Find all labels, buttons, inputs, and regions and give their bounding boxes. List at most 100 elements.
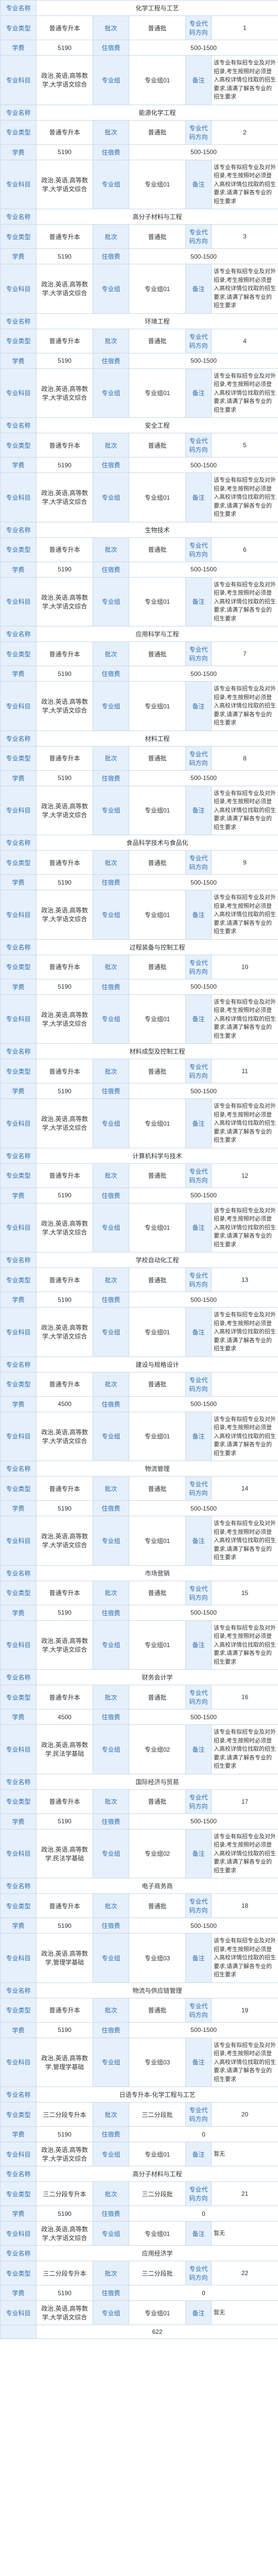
val-subj: 政治,英语,高等数学,大学语文综合 — [37, 56, 93, 105]
lbl-code: 专业代码方向 — [186, 120, 212, 144]
val-batch: 普通批 — [129, 1268, 186, 1292]
lbl-subj: 专业科目 — [1, 786, 37, 835]
lbl-feelabel: 住宿费 — [93, 1814, 129, 1829]
val-major-name: 过程装备与控制工程 — [37, 939, 278, 955]
lbl-fee: 学费 — [1, 40, 37, 56]
lbl-group: 专业组 — [93, 1829, 129, 1878]
lbl-feelabel: 住宿费 — [93, 2127, 129, 2142]
val-major-name: 物流管理 — [37, 1461, 278, 1477]
lbl-major-name: 专业名称 — [1, 1044, 37, 1059]
val-code: 11 — [212, 1059, 278, 1083]
lbl-group: 专业组 — [93, 2038, 129, 2087]
lbl-group: 专业组 — [93, 1516, 129, 1566]
val-group: 专业组01 — [129, 2222, 186, 2246]
lbl-fee: 学费 — [1, 1709, 37, 1725]
lbl-fee: 学费 — [1, 457, 37, 473]
val-major-type: 普通专升本 — [37, 642, 93, 666]
lbl-subj: 专业科目 — [1, 2038, 37, 2087]
val-fee: 5190 — [37, 1814, 93, 1829]
lbl-major-name: 专业名称 — [1, 1357, 37, 1372]
lbl-code: 专业代码方向 — [186, 329, 212, 353]
val-major-name: 财务会计学 — [37, 1670, 278, 1685]
val-batch: 普通批 — [129, 746, 186, 770]
val-major-name: 应用科学与工程 — [37, 626, 278, 642]
val-group: 专业组01 — [129, 1308, 186, 1357]
lbl-subj: 专业科目 — [1, 2222, 37, 2246]
val-code: 3 — [212, 225, 278, 249]
val-group: 专业组01 — [129, 2301, 186, 2325]
val-total: 622 — [37, 2325, 278, 2339]
val-batch: 普通批 — [129, 433, 186, 457]
lbl-major-name: 专业名称 — [1, 1878, 37, 1894]
lbl-code: 专业代码方向 — [186, 537, 212, 562]
lbl-feelabel: 住宿费 — [93, 2285, 129, 2301]
val-fee: 5190 — [37, 1605, 93, 1620]
lbl-remark: 备注 — [186, 890, 212, 940]
lbl-major-type: 专业类型 — [1, 642, 37, 666]
lbl-remark: 备注 — [186, 1308, 212, 1357]
lbl-feelabel: 住宿费 — [93, 40, 129, 56]
val-major-type: 普通专升本 — [37, 851, 93, 875]
val-subj: 政治,英语,高等数学,大学语文综合 — [37, 786, 93, 835]
val-subj: 政治,英语,高等数学,大学语文综合 — [37, 1099, 93, 1148]
lbl-remark: 备注 — [186, 1829, 212, 1878]
lbl-remark: 备注 — [186, 1725, 212, 1774]
lbl-fee: 学费 — [1, 562, 37, 577]
val-group: 专业组03 — [129, 1934, 186, 1983]
val-batch: 普通批 — [129, 1789, 186, 1814]
lbl-subj: 专业科目 — [1, 1725, 37, 1774]
lbl-major-type: 专业类型 — [1, 955, 37, 979]
val-code: 4 — [212, 329, 278, 353]
val-major-name: 材料工程 — [37, 731, 278, 746]
val-batch: 普通批 — [129, 120, 186, 144]
val-code: 12 — [212, 1163, 278, 1188]
lbl-major-name: 专业名称 — [1, 1148, 37, 1163]
lbl-fee: 学费 — [1, 1083, 37, 1099]
lbl-major-name: 专业名称 — [1, 418, 37, 433]
lbl-group: 专业组 — [93, 1725, 129, 1774]
lbl-major-type: 专业类型 — [1, 1477, 37, 1501]
lbl-subj: 专业科目 — [1, 264, 37, 314]
lbl-feelabel: 住宿费 — [93, 1083, 129, 1099]
val-group: 专业组01 — [129, 994, 186, 1044]
lbl-code: 专业代码方向 — [186, 433, 212, 457]
val-subj: 政治,英语,高等数学,大学语文综合 — [37, 473, 93, 522]
lbl-group: 专业组 — [93, 1934, 129, 1983]
val-major-name: 应用经济学 — [37, 2246, 278, 2261]
lbl-code: 专业代码方向 — [186, 1998, 212, 2022]
lbl-feelabel: 住宿费 — [93, 1188, 129, 1203]
val-code: 5 — [212, 433, 278, 457]
lbl-remark: 备注 — [186, 2038, 212, 2087]
val-major-type: 普通专升本 — [37, 1685, 93, 1709]
val-major-type: 普通专升本 — [37, 1372, 93, 1396]
lbl-major-name: 专业名称 — [1, 939, 37, 955]
lbl-batch: 批次 — [93, 1789, 129, 1814]
val-remark: 该专业有拟招专业及对外招录,考生按照时必须登入高校详情位找取的招生要求,请满了解… — [212, 1620, 278, 1670]
lbl-remark: 备注 — [186, 56, 212, 105]
lbl-fee: 学费 — [1, 1188, 37, 1203]
lbl-subj: 专业科目 — [1, 473, 37, 522]
val-remark: 该专业有拟招专业及对外招录,考生按照时必须登入高校详情位找取的招生要求,请满了解… — [212, 682, 278, 731]
lbl-batch: 批次 — [93, 851, 129, 875]
val-major-type: 普通专升本 — [37, 955, 93, 979]
val-code: 8 — [212, 746, 278, 770]
val-feerange: 500-1500 — [129, 666, 278, 682]
lbl-batch: 批次 — [93, 1998, 129, 2022]
val-remark: 该专业有拟招专业及对外招录,考生按照时必须登入高校详情位找取的招生要求,请满了解… — [212, 160, 278, 209]
val-subj: 政治,英语,高等数学,大学语文综合 — [37, 1516, 93, 1566]
val-code: 1 — [212, 16, 278, 40]
lbl-feelabel: 住宿费 — [93, 1918, 129, 1934]
val-subj: 政治,英语,高等数学,管理学基础 — [37, 2038, 93, 2087]
lbl-subj: 专业科目 — [1, 1516, 37, 1566]
lbl-major-type: 专业类型 — [1, 1372, 37, 1396]
val-major-name: 市场营销 — [37, 1565, 278, 1581]
val-code: 10 — [212, 955, 278, 979]
val-fee: 5190 — [37, 666, 93, 682]
lbl-fee: 学费 — [1, 666, 37, 682]
lbl-group: 专业组 — [93, 2222, 129, 2246]
lbl-feelabel: 住宿费 — [93, 1709, 129, 1725]
val-subj: 政治,英语,高等数学,民法学基础 — [37, 1829, 93, 1878]
lbl-major-name: 专业名称 — [1, 1, 37, 16]
lbl-code: 专业代码方向 — [186, 1268, 212, 1292]
lbl-major-name: 专业名称 — [1, 2166, 37, 2182]
